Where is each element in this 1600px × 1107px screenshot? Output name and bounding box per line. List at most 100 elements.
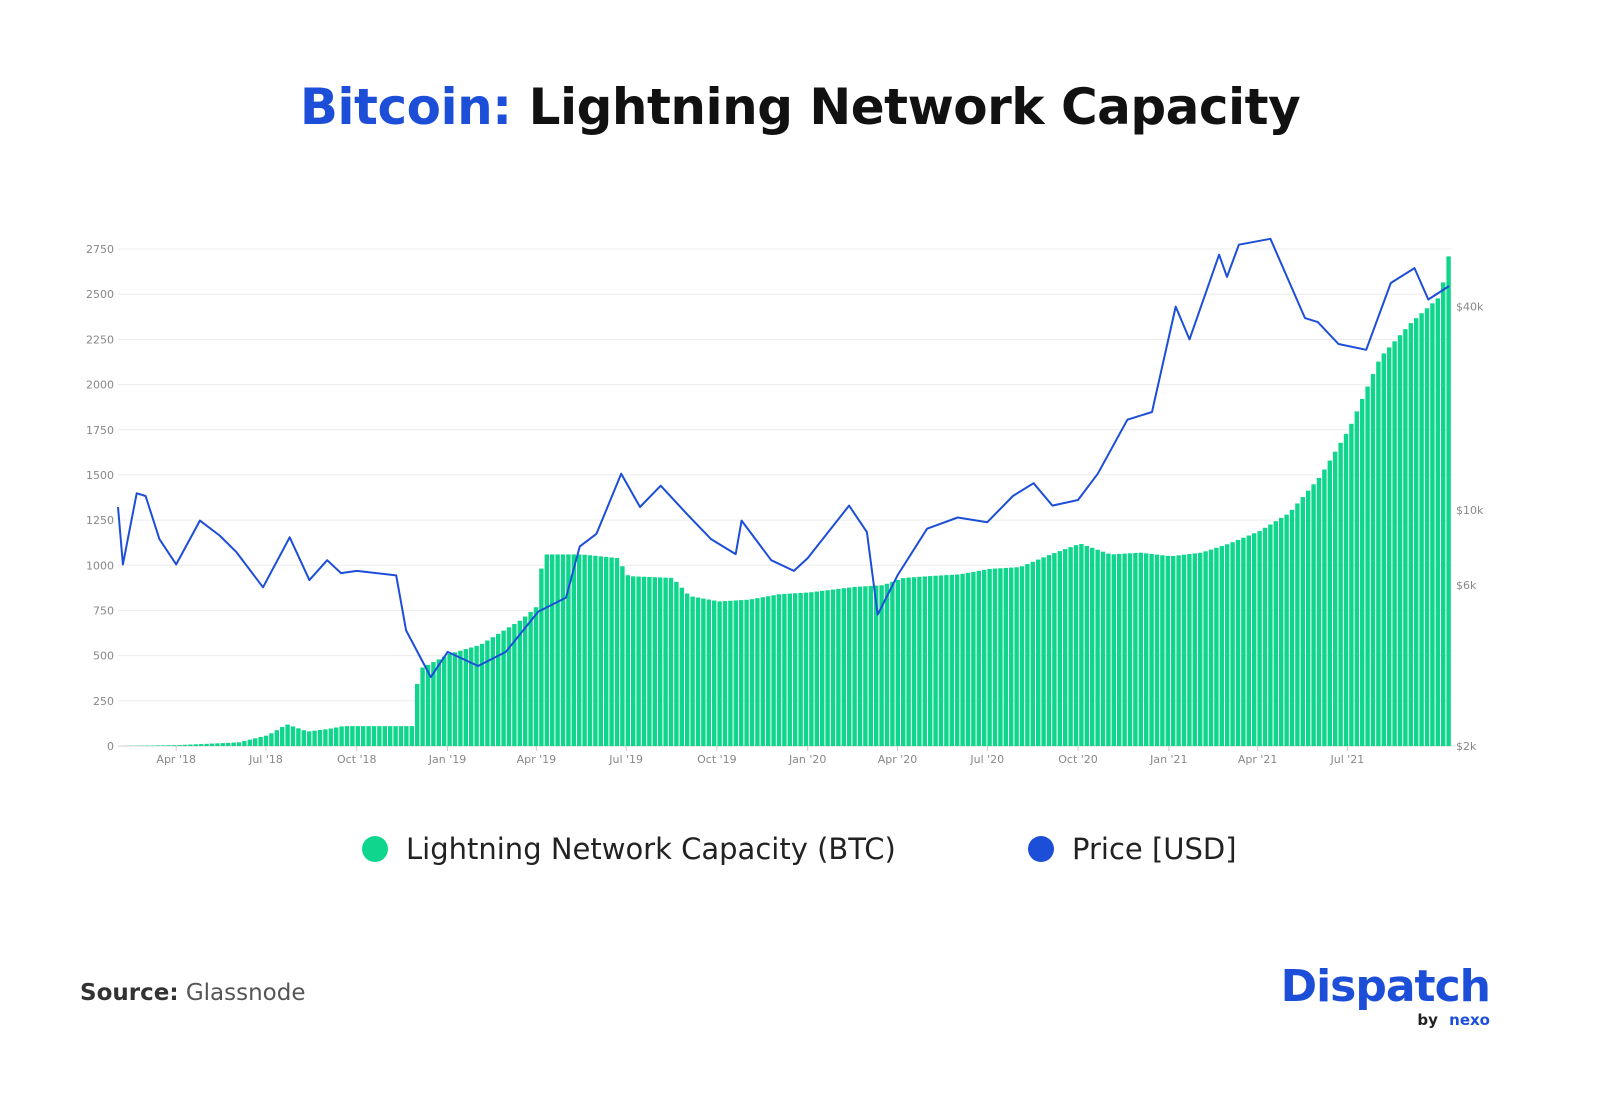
capacity-bar [1122,553,1127,746]
capacity-bar [803,592,809,746]
capacity-bar [1030,561,1035,746]
capacity-bar [1257,531,1262,746]
y-tick-label-left: 2000 [86,379,114,392]
capacity-bar [474,645,479,746]
capacity-bar [658,577,663,746]
y-tick-label-right: $6k [1456,579,1477,592]
capacity-bar [1100,551,1106,746]
capacity-bar [890,581,895,746]
capacity-bar [1192,553,1197,746]
capacity-bar [1360,398,1365,746]
capacity-bar [1068,547,1073,746]
chart-title: Bitcoin: Lightning Network Capacity [0,78,1600,136]
capacity-bar [614,558,620,746]
capacity-bar [1252,533,1257,746]
capacity-bar [879,585,884,746]
capacity-bar [382,726,387,746]
y-tick-label-left: 1750 [86,424,114,437]
capacity-bar [220,743,225,746]
capacity-bar [911,577,917,746]
capacity-bar [728,600,733,746]
brand-sub: by nexo [1281,1011,1490,1029]
capacity-bar [150,745,155,746]
capacity-bar [1144,553,1149,746]
capacity-bar [1095,549,1100,746]
capacity-bar [371,726,377,746]
capacity-bar [1079,544,1084,746]
capacity-bar [712,600,717,746]
capacity-bar [1225,544,1230,746]
x-tick-label: Oct '20 [1058,753,1098,766]
capacity-bar [355,726,360,746]
capacity-bar [1127,553,1133,746]
capacity-bar [155,745,161,746]
capacity-bar [1208,549,1214,746]
capacity-bar [485,640,490,746]
y-tick-label-left: 2500 [86,288,114,301]
capacity-bar [188,744,193,746]
capacity-bar [1403,329,1408,746]
capacity-bar [469,647,474,746]
capacity-bar [1414,318,1419,746]
y-tick-label-right: $2k [1456,740,1477,753]
capacity-bar [1084,545,1089,746]
capacity-bar [550,554,555,746]
capacity-bar [701,598,706,746]
y-tick-label-left: 2250 [86,333,114,346]
x-tick-label: Jul '20 [969,753,1004,766]
capacity-bar [1106,553,1111,746]
capacity-bar [965,572,971,746]
capacity-bar [361,726,366,746]
capacity-bar [631,576,636,746]
title-main: Lightning Network Capacity [528,78,1301,136]
capacity-bar [749,599,755,746]
capacity-bar [328,728,333,746]
capacity-bar [1117,553,1122,746]
capacity-bar [971,571,976,746]
capacity-bar [1370,374,1376,746]
capacity-bar [339,726,344,746]
capacity-bar [982,569,987,746]
capacity-bar [409,726,414,746]
price-line-path [117,237,1450,679]
x-tick-label: Jan '20 [788,753,826,766]
capacity-bar [992,568,998,746]
brand-logo: Dispatch by nexo [1281,965,1491,1030]
capacity-bar [280,727,285,746]
source-note: Source: Glassnode [80,980,306,1006]
capacity-bar [1046,555,1052,746]
capacity-bar [1295,503,1300,746]
capacity-bar [182,744,188,746]
capacity-bar [636,576,641,746]
capacity-bar [258,737,263,746]
y-tick-label-left: 250 [93,695,114,708]
legend-swatch-capacity [362,836,388,862]
capacity-bar [253,738,258,746]
legend-item-capacity: Lightning Network Capacity (BTC) [362,832,896,866]
capacity-bar [161,745,166,746]
capacity-bar [722,601,728,746]
capacity-bar [1273,521,1278,746]
capacity-bar [836,588,841,746]
capacity-bar [663,577,668,746]
x-tick-label: Apr '20 [878,753,918,766]
capacity-bar [1111,554,1116,746]
capacity-bar [490,637,495,746]
capacity-bar [393,726,398,746]
capacity-bar [1165,555,1170,746]
capacity-bar [668,577,674,746]
capacity-bar [1268,524,1273,746]
capacity-bar [479,643,485,746]
capacity-bar [1090,547,1095,746]
capacity-bar [404,726,409,746]
capacity-bar [323,729,328,746]
y-tick-label-right: $40k [1456,301,1484,314]
x-tick-label: Jul '21 [1330,753,1365,766]
capacity-bar [652,577,657,746]
capacity-bar [1176,555,1181,746]
capacity-bar [1073,545,1079,746]
capacity-bar [1063,549,1068,746]
capacity-bar [1279,517,1284,746]
capacity-bar [1025,564,1030,746]
capacity-bar [1311,484,1316,746]
